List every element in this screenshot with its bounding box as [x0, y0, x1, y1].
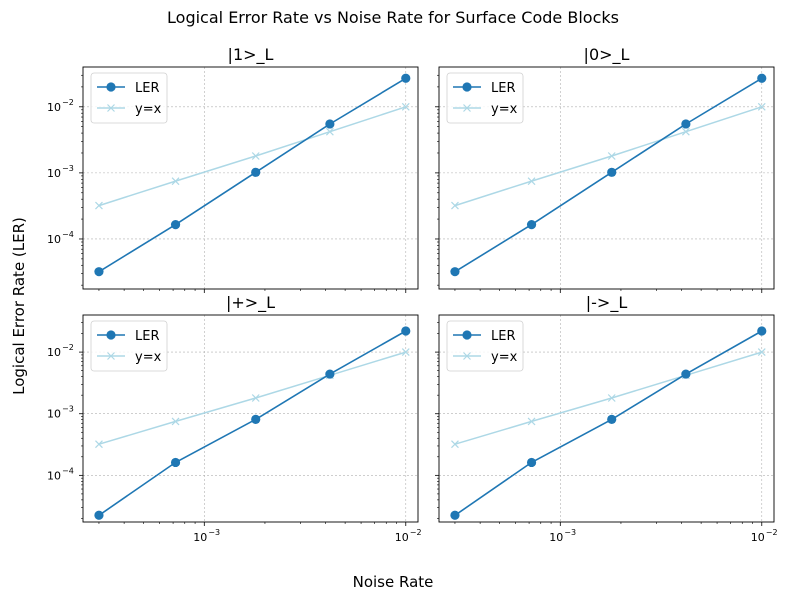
- legend-label-ler: LER: [491, 329, 516, 344]
- ler-point: [450, 510, 460, 520]
- subplot-title: |->_L: [586, 293, 628, 313]
- y-tick-label: 10: [47, 101, 61, 114]
- ler-point: [757, 73, 767, 83]
- ler-point: [170, 219, 181, 230]
- ler-point: [607, 167, 617, 177]
- x-tick-exponent: −2: [410, 528, 422, 537]
- y-tick-label: 10: [47, 408, 61, 421]
- legend-marker-ler: [106, 330, 116, 340]
- legend-marker-yx: [463, 352, 471, 360]
- yx-marker: [401, 102, 410, 111]
- y-tick-exponent: −3: [62, 164, 74, 173]
- x-tick-label: 10: [395, 531, 409, 544]
- ler-point: [757, 326, 767, 336]
- yx-marker: [607, 152, 616, 160]
- ler-point: [401, 73, 411, 83]
- legend-marker-yx: [463, 104, 471, 112]
- yx-marker: [607, 394, 616, 402]
- x-tick-label: 10: [751, 531, 765, 544]
- legend-label-yx: y=x: [135, 102, 162, 117]
- ler-point: [450, 267, 460, 277]
- ler-point: [94, 267, 104, 277]
- legend-label-ler: LER: [135, 329, 160, 344]
- yx-marker: [325, 127, 334, 136]
- ler-point: [325, 119, 335, 129]
- legend-label-ler: LER: [491, 81, 516, 96]
- ler-point: [526, 457, 537, 468]
- y-tick-exponent: −2: [62, 98, 74, 107]
- yx-marker: [527, 417, 536, 426]
- y-tick-exponent: −4: [62, 466, 74, 475]
- yx-marker: [451, 440, 459, 449]
- subplot-title: |0>_L: [584, 45, 630, 65]
- subplot-title: |+>_L: [226, 293, 275, 313]
- legend-label-yx: y=x: [135, 350, 162, 365]
- axes-frame: [438, 66, 775, 290]
- yx-marker: [401, 348, 410, 357]
- axes-frame: [82, 314, 419, 523]
- yx-marker: [451, 201, 459, 210]
- y-axis-label: Logical Error Rate (LER): [10, 217, 28, 395]
- y-tick-label: 10: [47, 346, 61, 359]
- y-tick-exponent: −3: [62, 405, 74, 414]
- ler-point: [94, 510, 104, 520]
- x-tick-label: 10: [549, 531, 563, 544]
- x-tick-exponent: −3: [208, 528, 220, 537]
- x-axis-label: Noise Rate: [353, 573, 434, 591]
- y-tick-label: 10: [47, 469, 61, 482]
- legend-marker-yx: [107, 104, 115, 112]
- legend-label-ler: LER: [135, 81, 160, 96]
- yx-marker: [757, 348, 766, 357]
- y-tick-exponent: −2: [62, 343, 74, 352]
- yx-marker: [757, 102, 766, 111]
- ler-point: [607, 414, 617, 424]
- yx-marker: [251, 394, 260, 402]
- ler-point: [681, 119, 691, 129]
- legend-label-yx: y=x: [491, 350, 518, 365]
- x-tick-exponent: −2: [766, 528, 778, 537]
- yx-marker: [527, 177, 536, 186]
- figure-title: Logical Error Rate vs Noise Rate for Sur…: [167, 8, 619, 27]
- ler-point: [681, 369, 691, 379]
- x-tick-exponent: −3: [564, 528, 576, 537]
- ler-point: [401, 326, 411, 336]
- yx-marker: [95, 440, 103, 449]
- axes-frame: [438, 314, 775, 523]
- legend-marker-yx: [107, 352, 115, 360]
- legend-marker-ler: [462, 330, 472, 340]
- yx-marker: [251, 152, 260, 160]
- yx-marker: [95, 201, 103, 210]
- y-tick-label: 10: [47, 233, 61, 246]
- ler-point: [325, 369, 335, 379]
- axes-frame: [82, 66, 419, 290]
- y-tick-exponent: −4: [62, 230, 74, 239]
- ler-point: [251, 414, 261, 424]
- y-tick-label: 10: [47, 167, 61, 180]
- ler-point: [170, 457, 181, 468]
- ler-point: [251, 167, 261, 177]
- ler-point: [526, 219, 537, 230]
- yx-marker: [171, 417, 180, 426]
- subplot-2: |0>_L LER y=x: [435, 45, 775, 293]
- legend-marker-ler: [462, 82, 472, 92]
- subplot-title: |1>_L: [228, 45, 274, 65]
- legend-marker-ler: [106, 82, 116, 92]
- legend-label-yx: y=x: [491, 102, 518, 117]
- yx-marker: [171, 177, 180, 186]
- x-tick-label: 10: [193, 531, 207, 544]
- yx-marker: [681, 127, 690, 136]
